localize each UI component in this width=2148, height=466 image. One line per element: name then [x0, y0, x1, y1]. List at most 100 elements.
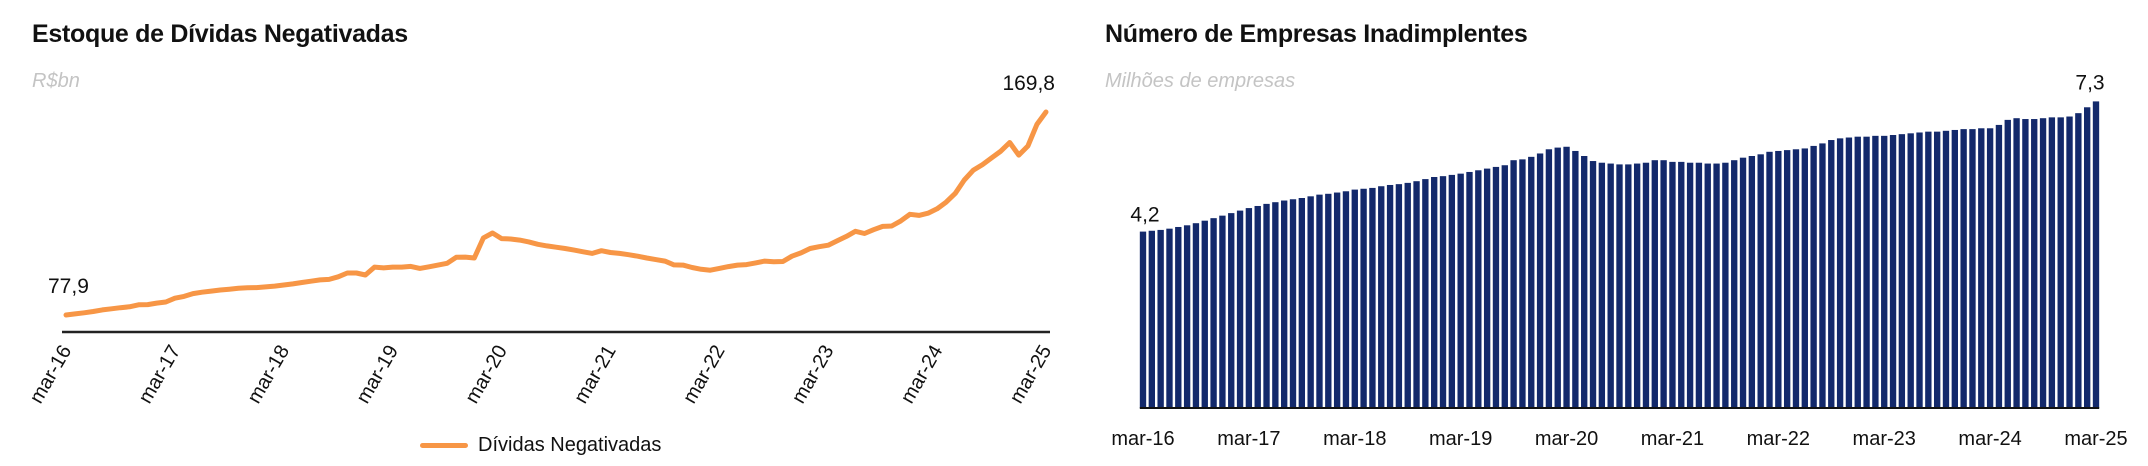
- bar: [1695, 162, 1703, 408]
- bar: [1986, 128, 1994, 408]
- bar: [1819, 143, 1826, 408]
- bar: [1148, 230, 1155, 408]
- x-tick-label: mar-18: [243, 342, 294, 408]
- bar: [2066, 116, 2073, 409]
- left-chart-title: Estoque de Dívidas Negativadas: [32, 20, 408, 48]
- bar: [1378, 186, 1385, 408]
- bar: [1210, 218, 1217, 408]
- bar: [1298, 198, 1306, 408]
- x-tick-label: mar-24: [897, 342, 948, 408]
- bar: [1572, 150, 1579, 408]
- bar: [1669, 161, 1676, 408]
- bar: [1492, 166, 1500, 408]
- bar: [1192, 223, 1200, 408]
- bar: [1925, 131, 1932, 408]
- x-tick-label: mar-21: [570, 342, 621, 408]
- bar: [1236, 210, 1244, 408]
- bar: [1342, 191, 1350, 408]
- bar: [2013, 118, 2020, 408]
- x-tick-label: mar-24: [1958, 428, 2021, 450]
- bar: [1245, 208, 1253, 408]
- bar: [2092, 101, 2100, 409]
- left-chart-unit: R$bn: [32, 70, 80, 92]
- bar: [1395, 184, 1403, 408]
- bar: [1554, 147, 1561, 408]
- bar: [1139, 231, 1147, 408]
- bar: [1881, 135, 1888, 408]
- bar: [1466, 171, 1473, 408]
- bar: [1528, 156, 1535, 408]
- bar: [1801, 148, 1808, 408]
- right-chart-title: Número de Empresas Inadimplentes: [1105, 20, 1528, 48]
- bar: [1854, 136, 1861, 408]
- bar: [1316, 194, 1323, 408]
- bar: [1272, 202, 1279, 408]
- bar: [1951, 129, 1958, 408]
- bar: [1995, 124, 2003, 409]
- x-tick-label: mar-22: [679, 342, 730, 408]
- x-tick-label: mar-17: [1217, 428, 1280, 450]
- x-tick-label: mar-25: [1006, 342, 1057, 408]
- legend: Dívidas Negativadas: [420, 434, 661, 457]
- bar-chart: mar-16 mar-17 mar-18 mar-19 mar-20 mar-21 mar-…: [1111, 71, 2127, 450]
- bar: [1333, 192, 1341, 408]
- bar: [2031, 119, 2038, 408]
- bar: [2075, 113, 2082, 408]
- bar: [1166, 228, 1173, 408]
- bar: [1281, 200, 1288, 408]
- x-tick-label: mar-21: [1641, 428, 1704, 450]
- bar: [1545, 149, 1553, 408]
- bar: [1175, 226, 1182, 408]
- bar: [1483, 168, 1491, 408]
- bar: [1739, 157, 1747, 408]
- bar: [1563, 146, 1570, 408]
- bar: [1933, 131, 1941, 408]
- bar: [1792, 149, 1800, 408]
- bar: [2039, 118, 2047, 408]
- bar: [2084, 107, 2091, 408]
- last-value-label: 169,8: [1002, 72, 1055, 95]
- bar: [1360, 188, 1367, 408]
- x-tick-label: mar-20: [461, 342, 512, 408]
- bar: [1907, 133, 1914, 408]
- x-tick-label: mar-19: [1429, 428, 1492, 450]
- x-tick-label: mar-19: [352, 342, 403, 408]
- bar: [1475, 170, 1482, 408]
- bar: [2048, 117, 2056, 409]
- legend-swatch-dividas: [420, 443, 468, 448]
- bar: [1978, 128, 1985, 408]
- bar: [1810, 145, 1817, 409]
- bar: [1254, 205, 1261, 408]
- bar: [1369, 187, 1376, 408]
- first-value-label: 77,9: [48, 275, 89, 298]
- x-tick-label: mar-18: [1323, 428, 1386, 450]
- bar: [1431, 177, 1438, 408]
- bar: [1828, 140, 1835, 409]
- line-chart: mar-16 mar-17 mar-18 mar-19 mar-20 mar-21 mar-…: [26, 72, 1057, 407]
- x-tick-label: mar-23: [1853, 428, 1916, 450]
- bar: [1607, 163, 1614, 408]
- bar: [1783, 150, 1791, 408]
- bar: [1704, 163, 1711, 408]
- bar: [1766, 151, 1773, 409]
- bar: [1536, 153, 1544, 408]
- bar: [1722, 162, 1729, 408]
- bar: [1845, 137, 1853, 408]
- bar: [1616, 164, 1623, 408]
- bar: [1598, 162, 1606, 408]
- bar: [1510, 160, 1517, 408]
- first-value-label: 4,2: [1130, 204, 1159, 227]
- bar: [2004, 119, 2011, 408]
- bar: [1157, 229, 1164, 408]
- bar: [1439, 176, 1447, 408]
- bar: [2057, 117, 2064, 409]
- x-tick-label: mar-25: [2064, 428, 2127, 450]
- bar: [1422, 179, 1429, 408]
- bar: [1581, 156, 1588, 408]
- bar: [1836, 138, 1844, 409]
- bar: [1969, 129, 1976, 408]
- bar: [1219, 215, 1226, 408]
- bar: [1404, 182, 1411, 408]
- bar: [1413, 181, 1420, 408]
